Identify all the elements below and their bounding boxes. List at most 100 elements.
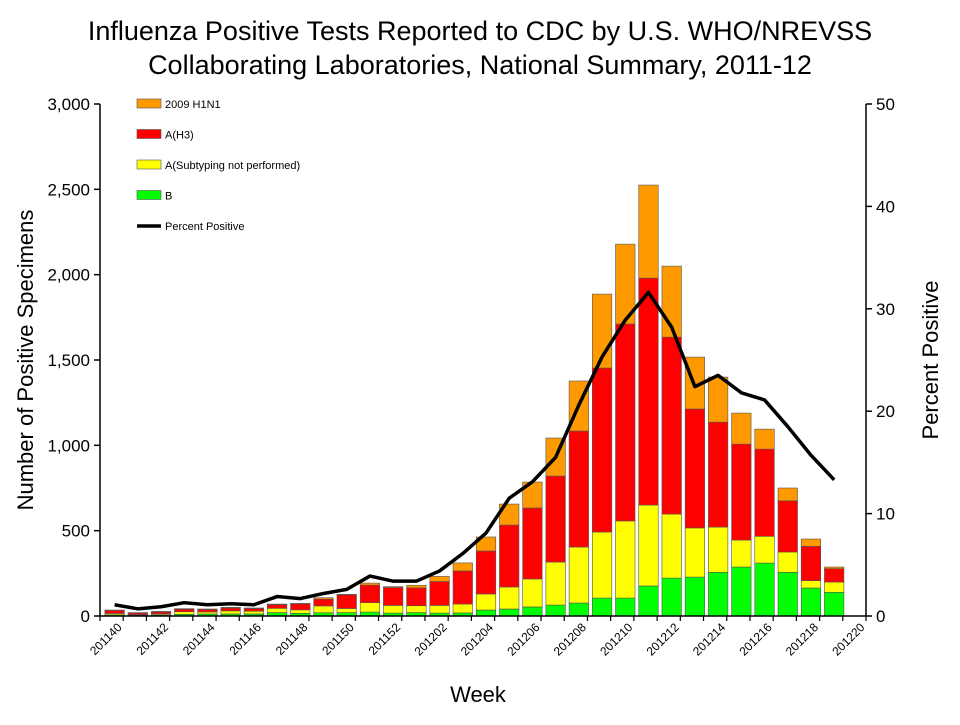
y-tick-label: 1,000 <box>47 436 90 455</box>
bar-a-subtyping-not-performed--201202 <box>430 605 450 613</box>
bar-a-subtyping-not-performed--201204 <box>476 594 496 610</box>
bar-b-201211 <box>639 586 659 616</box>
x-tick-label: 201208 <box>551 620 589 658</box>
bar-a-h3--201219 <box>824 569 844 582</box>
legend-swatch-a-h3- <box>137 130 161 139</box>
bar-b-201219 <box>824 592 844 616</box>
legend-label: 2009 H1N1 <box>165 99 221 111</box>
bar-2009-h1n1-201146 <box>244 608 264 609</box>
bar-a-subtyping-not-performed--201214 <box>708 527 728 572</box>
bar-a-h3--201146 <box>244 608 264 611</box>
bar-b-201213 <box>685 577 705 616</box>
x-tick-label: 201152 <box>366 620 404 658</box>
bar-b-201215 <box>732 567 752 616</box>
bar-a-h3--201206 <box>523 508 543 579</box>
bar-a-h3--201144 <box>198 609 218 612</box>
bar-a-h3--201140 <box>105 610 125 613</box>
bar-a-h3--201143 <box>174 609 194 612</box>
y2-tick-label: 20 <box>876 402 895 421</box>
bar-a-subtyping-not-performed--201219 <box>824 582 844 592</box>
bar-b-201204 <box>476 610 496 616</box>
bar-a-subtyping-not-performed--201209 <box>592 532 612 598</box>
bar-2009-h1n1-201151 <box>360 583 380 585</box>
bar-a-subtyping-not-performed--201145 <box>221 611 241 614</box>
bar-2009-h1n1-201145 <box>221 607 241 608</box>
y2-tick-label: 0 <box>876 607 885 626</box>
x-tick-label: 201148 <box>273 620 311 658</box>
bar-a-h3--201208 <box>569 431 589 547</box>
y2-tick-label: 50 <box>876 95 895 114</box>
bar-a-h3--201214 <box>708 422 728 527</box>
bar-a-subtyping-not-performed--201144 <box>198 612 218 614</box>
bar-a-subtyping-not-performed--201205 <box>499 587 519 609</box>
x-tick-label: 201212 <box>644 620 682 658</box>
bar-a-subtyping-not-performed--201218 <box>801 581 821 588</box>
bar-a-h3--201148 <box>291 604 311 610</box>
bar-a-subtyping-not-performed--201203 <box>453 604 473 613</box>
bar-2009-h1n1-201147 <box>267 604 287 605</box>
chart-title-line-1: Influenza Positive Tests Reported to CDC… <box>88 16 872 46</box>
bar-2009-h1n1-201152 <box>383 587 403 588</box>
x-tick-label: 201216 <box>736 620 774 658</box>
bar-b-201216 <box>755 563 775 616</box>
bar-a-subtyping-not-performed--201213 <box>685 528 705 577</box>
x-tick-label: 201220 <box>829 620 867 658</box>
bar-a-subtyping-not-performed--201148 <box>291 610 311 613</box>
bar-a-subtyping-not-performed--201151 <box>360 603 380 612</box>
bar-b-201206 <box>523 607 543 616</box>
bar-2009-h1n1-201217 <box>778 488 798 501</box>
y2-tick-label: 10 <box>876 505 895 524</box>
x-tick-label: 201150 <box>319 620 357 658</box>
bar-a-h3--201150 <box>337 595 357 609</box>
bar-a-h3--201215 <box>732 444 752 540</box>
bar-b-201218 <box>801 588 821 616</box>
x-tick-label: 201206 <box>504 620 542 658</box>
bar-a-h3--201205 <box>499 525 519 587</box>
bar-a-subtyping-not-performed--201210 <box>616 521 636 598</box>
bar-a-subtyping-not-performed--201149 <box>314 606 334 613</box>
bar-2009-h1n1-201211 <box>639 185 659 278</box>
x-tick-label: 201142 <box>134 620 172 658</box>
y-tick-label: 2,500 <box>47 180 90 199</box>
x-tick-label: 201218 <box>783 620 821 658</box>
bar-a-h3--201218 <box>801 546 821 580</box>
y-tick-label: 500 <box>62 522 90 541</box>
bar-2009-h1n1-201201 <box>407 585 427 588</box>
bar-2009-h1n1-201142 <box>151 611 171 612</box>
bar-a-h3--201216 <box>755 449 775 536</box>
legend-label: A(Subtyping not performed) <box>165 160 300 172</box>
bar-b-201212 <box>662 578 682 616</box>
bar-2009-h1n1-201215 <box>732 413 752 444</box>
bar-2009-h1n1-201219 <box>824 567 844 569</box>
x-tick-label: 201140 <box>87 620 125 658</box>
bar-a-h3--201152 <box>383 587 403 605</box>
bar-2009-h1n1-201216 <box>755 429 775 449</box>
bar-a-h3--201213 <box>685 409 705 528</box>
bar-a-subtyping-not-performed--201206 <box>523 579 543 607</box>
bar-a-h3--201202 <box>430 582 450 606</box>
x-tick-label: 201210 <box>597 620 635 658</box>
legend-label: Percent Positive <box>165 221 244 233</box>
bar-a-h3--201210 <box>616 324 636 521</box>
legend-label: B <box>165 191 172 203</box>
x-axis-label: Week <box>450 682 507 707</box>
bar-a-subtyping-not-performed--201217 <box>778 552 798 572</box>
bar-2009-h1n1-201203 <box>453 563 473 571</box>
y-tick-label: 1,500 <box>47 351 90 370</box>
bar-a-h3--201145 <box>221 608 241 611</box>
bar-a-h3--201203 <box>453 571 473 604</box>
bar-a-h3--201201 <box>407 588 427 606</box>
bar-a-h3--201142 <box>151 612 171 614</box>
y-tick-label: 0 <box>81 607 90 626</box>
bar-b-201205 <box>499 609 519 616</box>
bar-2009-h1n1-201218 <box>801 539 821 546</box>
bar-2009-h1n1-201202 <box>430 576 450 581</box>
bar-a-subtyping-not-performed--201146 <box>244 611 264 614</box>
bar-b-201214 <box>708 572 728 616</box>
bar-a-subtyping-not-performed--201201 <box>407 606 427 613</box>
y-axis-label: Number of Positive Specimens <box>13 210 38 511</box>
bar-2009-h1n1-201143 <box>174 609 194 610</box>
bar-b-201209 <box>592 598 612 616</box>
bar-2009-h1n1-201214 <box>708 377 728 422</box>
